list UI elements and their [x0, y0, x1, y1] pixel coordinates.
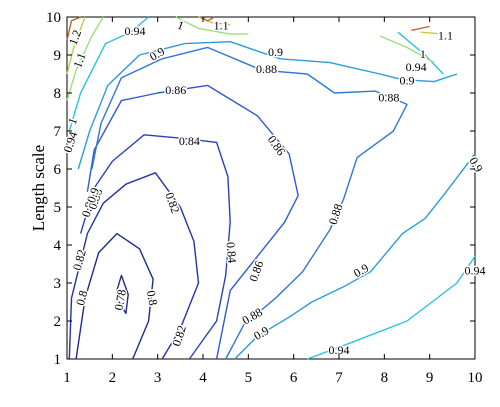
- contour-line-1_2-0: [66, 16, 81, 40]
- contour-label-1_2-0: 1.2: [66, 28, 84, 47]
- contour-label-0_8-1: 0.8: [144, 289, 160, 306]
- contour-label-0_94-3: 0.94: [465, 263, 486, 277]
- x-tick-label-10: 10: [468, 370, 483, 386]
- y-tick-label-4: 4: [54, 238, 62, 254]
- contour-label-0_8-0: 0.8: [73, 289, 90, 307]
- x-tick-label-8: 8: [381, 370, 389, 386]
- contour-label-1_1-1: 1.1: [214, 18, 229, 32]
- contour-label-0_86-1: 0.86: [165, 83, 186, 97]
- y-tick-label-6: 6: [54, 162, 62, 178]
- contour-line-1_1-2: [420, 31, 444, 35]
- contour-line-0_78-0: [116, 274, 129, 315]
- y-tick-label-5: 5: [54, 200, 62, 216]
- y-tick-label-10: 10: [46, 10, 61, 26]
- contour-label-0_94-4: 0.94: [329, 343, 350, 357]
- x-axis-ticks: 1 2 3 4 5 6 7 8 9 10: [63, 17, 483, 386]
- contour-line-0_94-0: [68, 16, 150, 132]
- x-tick-label-2: 2: [109, 370, 117, 386]
- y-tick-label-7: 7: [54, 124, 62, 140]
- y-tick-label-8: 8: [54, 86, 62, 102]
- x-tick-label-6: 6: [290, 370, 298, 386]
- y-tick-label-9: 9: [54, 48, 62, 64]
- contour-label-1-2: 1: [420, 47, 426, 61]
- contour-line-1_2-2: [411, 25, 430, 31]
- contour-lines: [66, 16, 476, 360]
- contour-label-0_9-2: 0.9: [268, 45, 283, 59]
- contour-line-0_9-0: [77, 41, 458, 170]
- contour-label-1_1-2: 1.1: [438, 29, 453, 43]
- contour-label-0_84-2: 0.84: [224, 241, 240, 263]
- contour-label-0_88-0: 0.88: [256, 62, 277, 76]
- x-tick-label-9: 9: [426, 370, 434, 386]
- contour-line-0_88-0: [91, 46, 408, 360]
- contour-line-1-1: [175, 16, 249, 35]
- contour-line-0_9-1: [234, 153, 476, 360]
- contour-label-0_84-1: 0.84: [179, 134, 200, 148]
- contour-line-0_82-0: [68, 172, 200, 360]
- x-tick-label-7: 7: [335, 370, 343, 386]
- contour-line-0_94-2: [307, 256, 476, 360]
- contour-label-1_1-0: 1.1: [70, 51, 88, 70]
- contour-label-0_9-0: 0.9: [84, 186, 102, 205]
- contour-line-0_86-0: [86, 84, 299, 360]
- contour-line-0_84-0: [79, 134, 231, 360]
- contour-label-0_78-0: 0.78: [111, 288, 128, 311]
- contour-line-0_94-1: [397, 31, 444, 75]
- contour-line-1_1-0: [66, 16, 86, 75]
- x-tick-label-5: 5: [245, 370, 253, 386]
- y-tick-label-2: 2: [54, 314, 62, 330]
- contour-line-1-2: [379, 35, 435, 64]
- contour-line-0_8-0: [75, 232, 154, 360]
- x-tick-label-4: 4: [199, 370, 207, 386]
- contour-label-0_88-1: 0.88: [378, 90, 399, 104]
- contour-label-0_82-1: 0.82: [162, 191, 182, 216]
- y-axis-ticks: 1 2 3 4 5 6 7 8 9 10: [46, 10, 475, 368]
- contour-labels: 0.780.8 0.80.820.820.820.840.840.840.860.…: [59, 16, 487, 358]
- contour-line-1-0: [66, 16, 104, 101]
- x-tick-label-3: 3: [154, 370, 162, 386]
- contour-label-0_9-3: 0.9: [400, 73, 415, 87]
- y-tick-label-1: 1: [54, 352, 62, 368]
- contour-label-0_94-1: 0.94: [125, 24, 146, 38]
- contour-label-0_94-2: 0.94: [406, 60, 427, 74]
- y-tick-label-3: 3: [54, 276, 62, 292]
- y-axis-title: Length scale: [29, 145, 48, 231]
- x-tick-label-1: 1: [63, 370, 71, 386]
